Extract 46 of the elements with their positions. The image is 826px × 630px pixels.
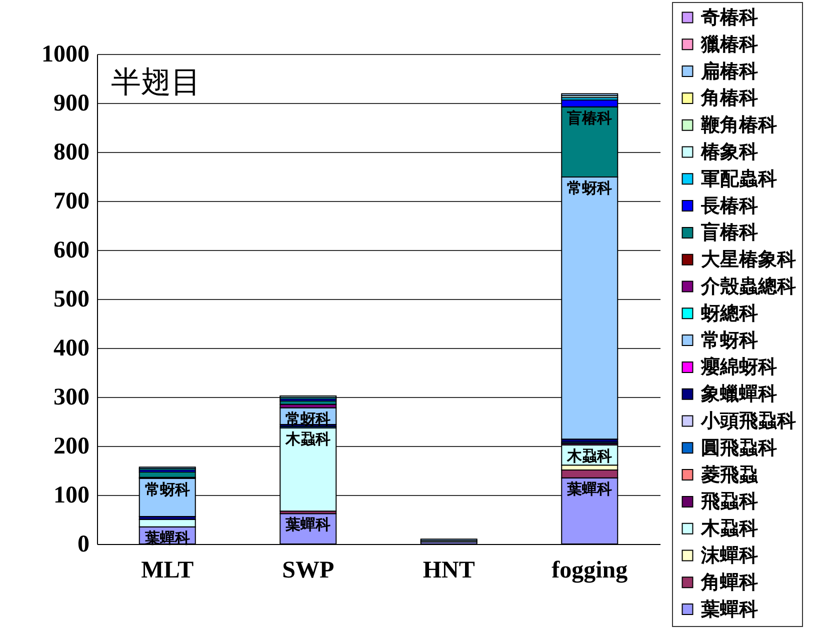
annotation: 半翅目 (111, 66, 201, 99)
x-tick-label: SWP (282, 558, 334, 584)
y-tick-label: 600 (54, 238, 90, 264)
y-tick-label: 900 (54, 90, 90, 116)
annotation: 木蝨科 (284, 430, 331, 448)
y-tick-label: 800 (54, 140, 90, 166)
legend-label: 小頭飛蝨科 (700, 410, 796, 432)
legend-label: 軍配蟲科 (701, 168, 777, 190)
y-tick-label: 0 (78, 532, 90, 558)
y-tick-label: 1000 (42, 42, 90, 68)
x-tick-label: MLT (141, 558, 194, 584)
y-tick-label: 100 (54, 482, 90, 508)
legend-label: 圓飛蝨科 (701, 438, 777, 459)
legend-label: 扁椿科 (700, 60, 758, 82)
legend-label: 角蟬科 (700, 571, 758, 594)
legend-label: 常蚜科 (701, 329, 758, 352)
legend-label: 奇椿科 (700, 8, 758, 28)
legend-label: 鞭角椿科 (700, 115, 777, 136)
annotation: 木蝨科 (566, 448, 612, 466)
y-tick-label: 200 (54, 434, 90, 460)
legend-label: 癭綿蚜科 (700, 356, 777, 378)
y-tick-label: 700 (54, 188, 90, 214)
legend-label: 盲椿科 (700, 222, 758, 244)
x-tick-label: fogging (552, 558, 628, 584)
annotation: 葉蟬科 (284, 516, 331, 534)
annotation: 常蚜科 (144, 481, 190, 498)
legend-label: 象蠟蟬科 (700, 383, 777, 406)
annotation: 葉蟬科 (566, 480, 612, 498)
legend-label: 沫蟬科 (700, 544, 758, 566)
legend-label: 飛蝨科 (700, 492, 758, 513)
legend-label: 木蝨科 (700, 518, 758, 540)
y-tick-label: 500 (54, 286, 90, 312)
y-tick-label: 400 (54, 336, 90, 362)
legend-label: 大星椿象科 (701, 248, 796, 271)
legend-label: 長椿科 (700, 196, 758, 217)
legend-label: 角椿科 (700, 88, 758, 110)
annotation: 常蚜科 (567, 180, 612, 197)
legend-label: 椿象科 (700, 142, 758, 163)
legend-label: 菱飛蝨 (700, 464, 759, 486)
legend-label: 葉蟬科 (700, 598, 758, 620)
annotation: 盲椿科 (566, 108, 612, 127)
legend-label: 蚜總科 (700, 302, 758, 324)
y-tick-label: 300 (54, 384, 90, 410)
legend-label: 獵椿科 (700, 34, 758, 56)
x-tick-label: HNT (422, 558, 475, 584)
legend-label: 介殼蟲總科 (700, 276, 796, 298)
